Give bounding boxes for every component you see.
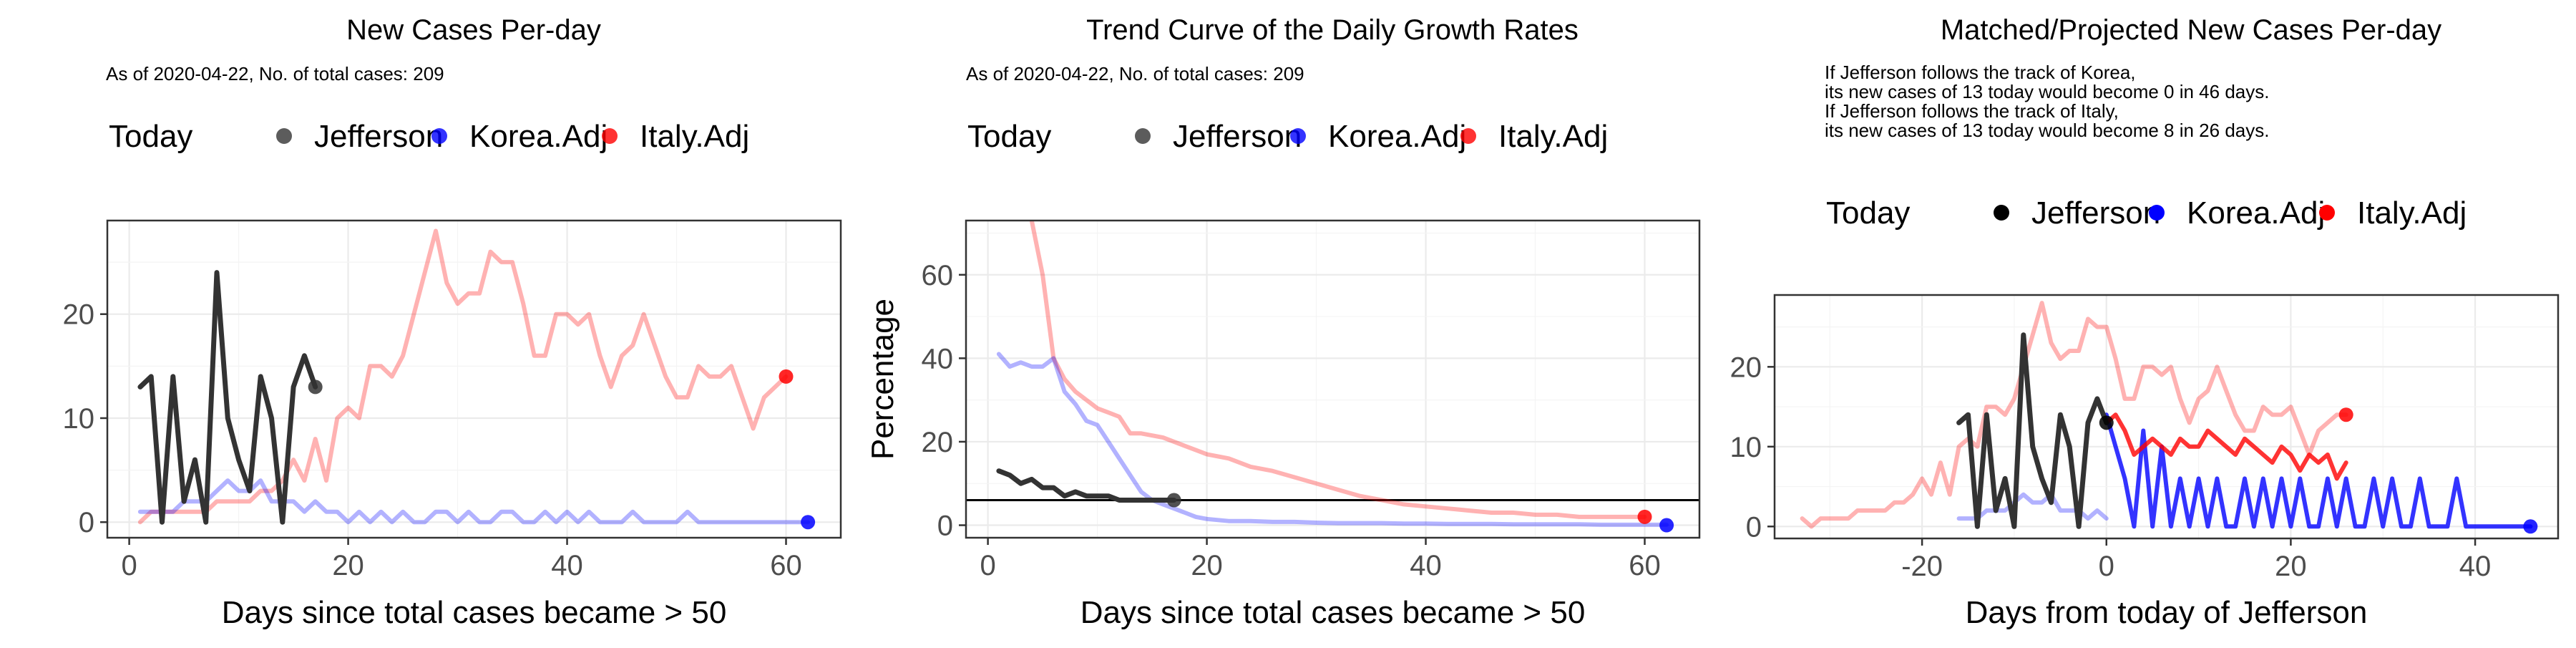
panel-border — [965, 219, 1701, 539]
legend-label-jefferson: Jefferson — [2031, 195, 2160, 231]
legend-title: Today — [109, 119, 192, 154]
legend: Today Jefferson Korea.Adj Italy.Adj — [967, 119, 1608, 154]
legend-label-italy: Italy.Adj — [640, 119, 749, 154]
series-line-korea — [996, 352, 1669, 527]
legend-label-korea: Korea.Adj — [469, 119, 608, 154]
chart-title: Matched/Projected New Cases Per-day — [1941, 14, 2441, 46]
legend-marker-jefferson — [276, 128, 292, 144]
y-tick-label: 0 — [937, 511, 953, 542]
chart-subtitle: As of 2020-04-22, No. of total cases: 20… — [106, 63, 444, 84]
y-tick-label: 40 — [922, 343, 954, 374]
legend-marker-italy — [2319, 205, 2335, 221]
series-group — [1800, 301, 2533, 529]
x-axis-label: Days since total cases became > 50 — [222, 595, 727, 630]
endpoint-marker-korea — [2523, 519, 2538, 534]
legend: Today Jefferson Korea.Adj Italy.Adj — [109, 119, 749, 154]
series-group — [996, 221, 1669, 527]
endpoint-marker-jefferson — [2099, 415, 2114, 430]
x-tick-label: 60 — [1629, 550, 1661, 581]
chart-subtitle: its new cases of 13 today would become 8… — [1825, 120, 2269, 141]
x-tick-label: 40 — [2459, 551, 2492, 582]
legend-title: Today — [967, 119, 1051, 154]
x-tick-label: 20 — [2275, 551, 2307, 582]
x-tick-label: 0 — [980, 550, 995, 581]
endpoint-marker-jefferson — [308, 379, 323, 395]
legend-marker-italy — [602, 128, 618, 144]
legend-label-korea: Korea.Adj — [1328, 119, 1466, 154]
legend-marker-korea — [431, 128, 447, 144]
series-line-jefferson — [996, 468, 1177, 503]
legend: Today Jefferson Korea.Adj Italy.Adj — [1826, 195, 2467, 231]
legend-marker-korea — [1290, 128, 1306, 144]
chart-3: Matched/Projected New Cases Per-day If Je… — [1730, 14, 2560, 630]
legend-marker-jefferson — [1994, 205, 2009, 221]
plot-panel — [107, 221, 841, 538]
chart-title: Trend Curve of the Daily Growth Rates — [1086, 14, 1579, 46]
endpoint-marker-jefferson — [1166, 493, 1181, 508]
series-line-italy — [1029, 221, 1647, 519]
chart-2: Trend Curve of the Daily Growth Rates As … — [865, 14, 1701, 630]
y-tick-label: 0 — [1746, 511, 1762, 543]
y-tick-label: 10 — [63, 403, 95, 435]
y-tick-label: 20 — [922, 427, 954, 458]
chart-subtitle: If Jefferson follows the track of Italy, — [1825, 100, 2119, 122]
series-line-jefferson — [1956, 332, 2109, 529]
x-tick-label: 20 — [332, 550, 364, 581]
series-line-korea — [2104, 412, 2533, 529]
panel-border — [106, 219, 842, 539]
x-tick-label: 20 — [1191, 550, 1223, 581]
legend-label-jefferson: Jefferson — [314, 119, 443, 154]
series-line-jefferson — [137, 270, 318, 525]
x-tick-label: 0 — [2099, 551, 2114, 582]
legend-title: Today — [1826, 195, 1910, 231]
legend-marker-korea — [2149, 205, 2165, 221]
panel-border — [1773, 294, 2560, 540]
y-tick-label: 10 — [1730, 432, 1762, 463]
x-tick-label: 40 — [1410, 550, 1442, 581]
chart-subtitle: As of 2020-04-22, No. of total cases: 20… — [966, 63, 1304, 84]
x-axis-label: Days since total cases became > 50 — [1080, 595, 1586, 630]
series-line-italy — [1800, 301, 2348, 529]
legend-marker-jefferson — [1135, 128, 1151, 144]
endpoint-marker-italy — [1637, 509, 1652, 524]
grid — [107, 221, 841, 538]
plot-panel — [966, 221, 1699, 538]
x-axis-label: Days from today of Jefferson — [1966, 595, 2368, 630]
x-tick-label: 40 — [551, 550, 583, 581]
chart-subtitle: If Jefferson follows the track of Korea, — [1825, 62, 2136, 83]
series-group — [137, 228, 811, 525]
series-line-italy — [2104, 412, 2348, 481]
chart-1: New Cases Per-day As of 2020-04-22, No. o… — [63, 14, 842, 630]
chart-subtitle: its new cases of 13 today would become 0… — [1825, 81, 2269, 102]
legend-marker-italy — [1460, 128, 1476, 144]
endpoint-marker-korea — [1659, 518, 1674, 533]
legend-label-korea: Korea.Adj — [2187, 195, 2325, 231]
y-tick-label: 20 — [63, 299, 95, 331]
legend-label-italy: Italy.Adj — [2357, 195, 2467, 231]
chart-title: New Cases Per-day — [346, 14, 601, 46]
grid — [966, 221, 1699, 538]
endpoint-marker-italy — [779, 369, 794, 384]
x-tick-label: -20 — [1901, 551, 1943, 582]
y-axis-label: Percentage — [865, 299, 900, 460]
series-line-italy — [137, 228, 789, 525]
y-tick-label: 20 — [1730, 352, 1762, 383]
endpoint-marker-korea — [801, 515, 816, 530]
legend-label-italy: Italy.Adj — [1498, 119, 1608, 154]
endpoint-marker-italy — [2338, 407, 2353, 422]
y-tick-label: 0 — [79, 507, 94, 538]
x-tick-label: 0 — [121, 550, 137, 581]
legend-label-jefferson: Jefferson — [1173, 119, 1302, 154]
x-tick-label: 60 — [770, 550, 802, 581]
y-tick-label: 60 — [922, 260, 954, 291]
